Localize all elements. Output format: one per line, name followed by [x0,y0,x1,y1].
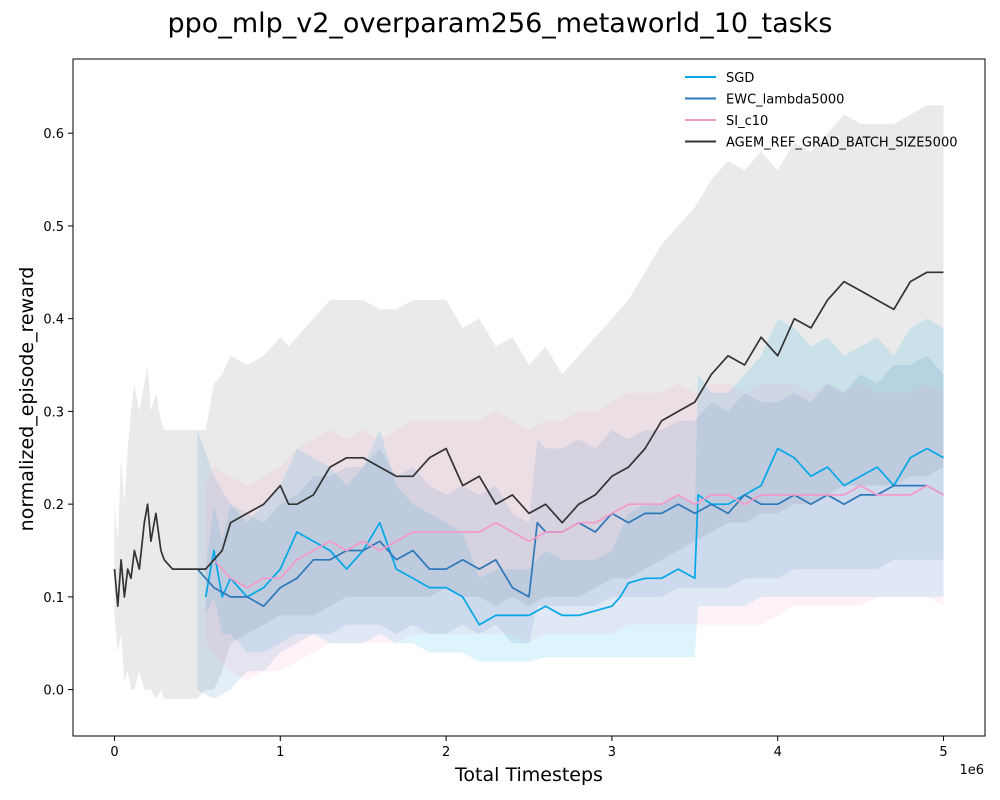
legend: SGD EWC_lambda5000 SI_c10 AGEM_REF_GRAD_BAT… [685,71,958,151]
x-tick-label: 0 [110,745,118,760]
y-tick-label: 0.1 [43,591,64,606]
series-line-SI_c10 [205,484,944,589]
y-tick-label: 0.2 [43,498,64,513]
confidence-bands [114,105,944,699]
x-tick-label: 2 [442,745,450,760]
x-tick-label: 5 [939,745,947,760]
x-axis: 0 1 2 3 4 5 [110,736,948,760]
x-axis-title: Total Timesteps [454,764,603,786]
legend-label: EWC_lambda5000 [726,93,844,108]
band-AGEM_REF_GRAD_BATCH_SIZE5000 [114,105,944,699]
plot-frame [72,58,986,737]
y-tick-label: 0.6 [43,127,64,142]
band-SGD [205,318,944,662]
legend-label: AGEM_REF_GRAD_BATCH_SIZE5000 [726,136,958,151]
series-line-AGEM_REF_GRAD_BATCH_SIZE5000 [113,271,944,608]
x-tick-label: 4 [774,745,782,760]
band-SI_c10 [205,383,944,681]
y-tick-label: 0.0 [43,684,64,699]
chart-title: ppo_mlp_v2_overparam256_metaworld_10_tas… [168,8,833,39]
series-line-SGD [204,447,944,626]
series-lines [113,271,944,626]
y-axis: 0.0 0.1 0.2 0.3 0.4 0.5 0.6 [43,127,73,699]
x-tick-label: 1 [276,745,284,760]
legend-label: SI_c10 [726,114,768,129]
y-tick-label: 0.5 [43,220,64,235]
y-tick-label: 0.3 [43,405,64,420]
y-tick-label: 0.4 [43,313,64,328]
y-axis-title: normalized_episode_reward [16,267,38,532]
x-axis-multiplier: 1e6 [959,763,984,778]
legend-label: SGD [726,71,754,86]
x-tick-label: 3 [608,745,616,760]
